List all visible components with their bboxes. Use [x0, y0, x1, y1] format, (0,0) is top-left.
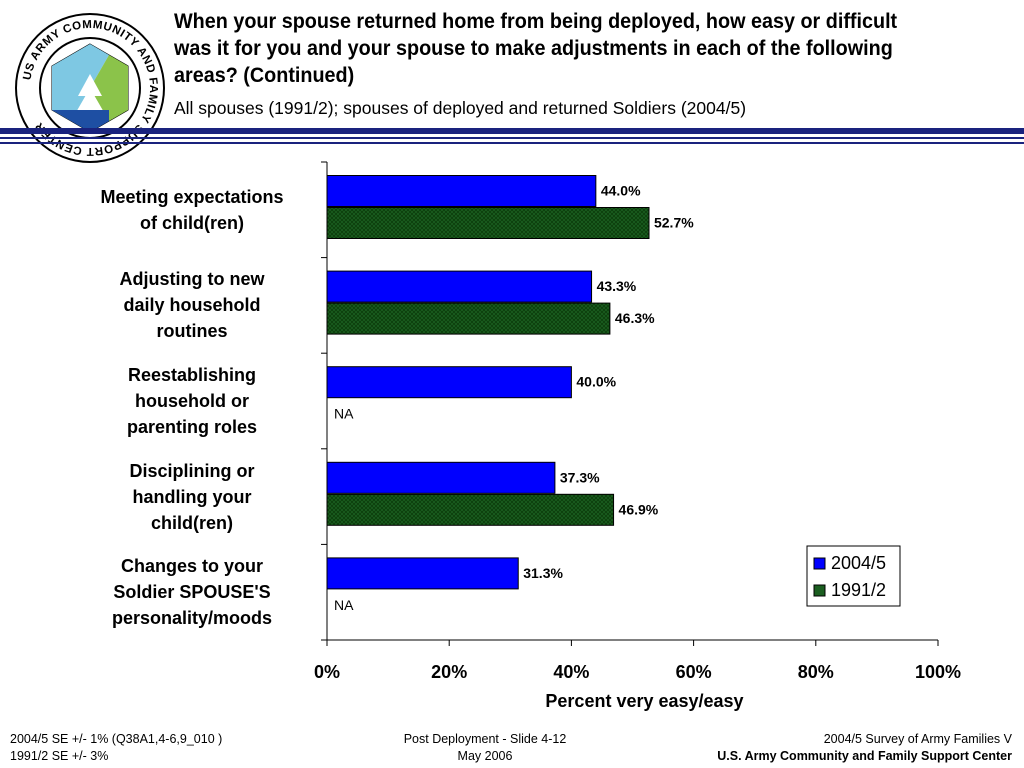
- category-label-line: household or: [135, 391, 249, 411]
- category-label-line: personality/moods: [111, 608, 273, 629]
- na-label: NA: [334, 597, 354, 613]
- footer-right-line-1: 2004/5 Survey of Army Families V: [823, 732, 1012, 746]
- category-label-line: child(ren): [150, 512, 233, 533]
- data-label: 46.9%: [619, 501, 659, 517]
- bar-2004-5: [326, 175, 597, 207]
- header-rule-thin-2: [0, 142, 1024, 144]
- bar-1991-2: [326, 302, 611, 335]
- footer-center: Post Deployment - Slide 4-12 May 2006: [380, 731, 590, 765]
- bar-chart: 0% 20% 40% 60% 80% 100% Percent very easy/easy…: [314, 161, 961, 711]
- bar-1991-2: [326, 493, 615, 526]
- header-rule-thick: [0, 128, 1024, 134]
- legend-entry: 2004/5: [831, 553, 886, 573]
- category-label-line: Soldier SPOUSE'S: [113, 582, 271, 603]
- x-tick-label: 0%: [314, 662, 340, 682]
- footer-left-line-2: 1991/2 SE +/- 3%: [10, 749, 109, 763]
- category-label: Adjusting to new daily household routines: [72, 266, 312, 344]
- bar-2004-5: [326, 557, 519, 590]
- legend-entry: 1991/2: [831, 580, 886, 600]
- data-label: 37.3%: [560, 469, 600, 485]
- data-label: 40.0%: [576, 374, 616, 390]
- category-label-line: of child(ren): [140, 212, 244, 233]
- category-label: Disciplining or handling your child(ren): [72, 458, 312, 536]
- x-tick-label: 80%: [798, 662, 834, 682]
- footer-left: 2004/5 SE +/- 1% (Q38A1,4-6,9_010 ) 1991…: [10, 731, 222, 765]
- category-label-line: Meeting expectations: [100, 186, 284, 207]
- slide-subtitle: All spouses (1991/2); spouses of deploye…: [174, 98, 747, 118]
- na-label: NA: [334, 406, 354, 422]
- x-tick-label: 60%: [676, 662, 712, 682]
- category-label-line: Disciplining or: [129, 460, 255, 481]
- header-rule-thin: [0, 137, 1024, 139]
- x-tick-label: 20%: [431, 662, 467, 682]
- legend-swatch-1991-2: [813, 584, 826, 597]
- category-label-line: Changes to your: [120, 556, 263, 577]
- x-tick-label: 40%: [553, 662, 589, 682]
- footer-center-line-1: Post Deployment - Slide 4-12: [403, 732, 567, 746]
- legend-swatch-2004-5: [813, 557, 826, 570]
- footer-center-line-2: May 2006: [457, 749, 513, 763]
- bar-2004-5: [326, 461, 556, 494]
- data-label: 46.3%: [615, 310, 655, 326]
- data-label: 31.3%: [523, 565, 563, 581]
- category-label: Changes to your Soldier SPOUSE'S personali…: [72, 553, 312, 631]
- slide-title: When your spouse returned home from bein…: [174, 9, 898, 87]
- bar-2004-5: [326, 366, 572, 399]
- x-tick-label: 100%: [915, 662, 961, 682]
- category-label: Reestablishing household or parenting role…: [72, 362, 312, 440]
- footer-right-line-2: U.S. Army Community and Family Support C…: [717, 749, 1012, 763]
- category-label: Meeting expectations of child(ren): [72, 184, 312, 236]
- category-label-line: routines: [156, 321, 228, 342]
- footer-right: 2004/5 Survey of Army Families V U.S. Ar…: [717, 731, 1012, 765]
- data-label: 43.3%: [597, 278, 637, 294]
- footer-left-line-1: 2004/5 SE +/- 1% (Q38A1,4-6,9_010 ): [10, 732, 223, 746]
- bar-2004-5: [326, 270, 593, 303]
- category-label-line: handling your: [132, 486, 252, 507]
- data-label: 52.7%: [654, 215, 694, 231]
- category-label-line: parenting roles: [126, 417, 258, 437]
- category-label-line: daily household: [123, 295, 261, 316]
- data-label: 44.0%: [601, 183, 641, 199]
- category-label-line: Reestablishing: [127, 365, 257, 385]
- bar-1991-2: [326, 207, 650, 239]
- x-axis-title: Percent very easy/easy: [545, 691, 743, 711]
- category-label-line: Adjusting to new: [119, 269, 265, 290]
